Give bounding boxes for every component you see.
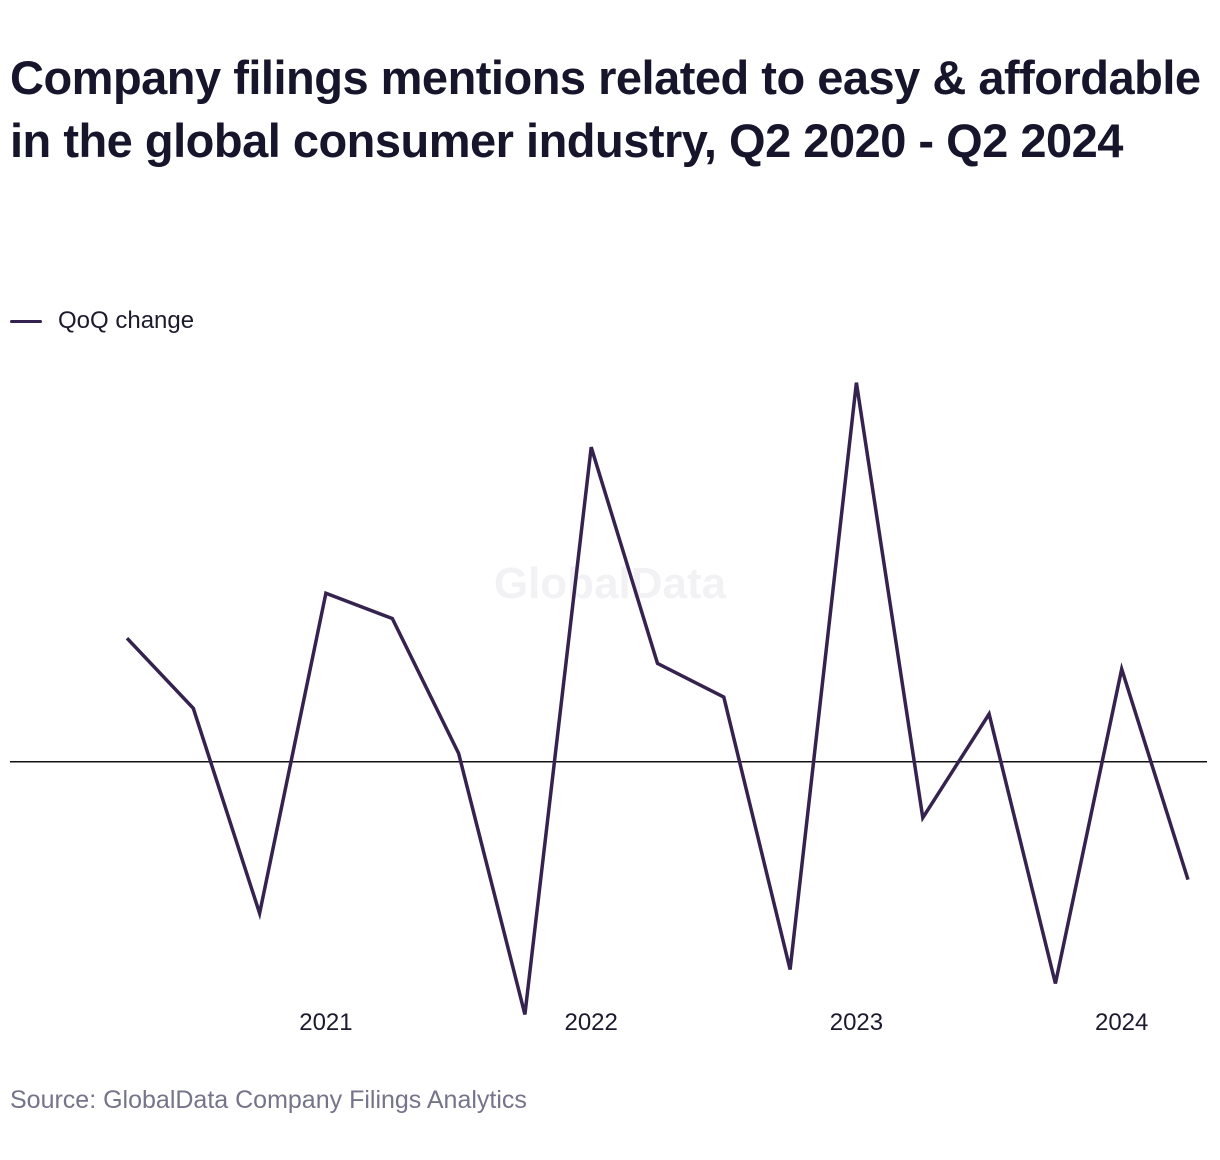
data-point xyxy=(523,1012,527,1016)
data-point xyxy=(457,751,461,755)
data-point xyxy=(656,661,660,665)
x-tick-label: 2022 xyxy=(564,1009,617,1036)
data-point xyxy=(921,816,925,820)
x-tick-label: 2023 xyxy=(830,1009,883,1036)
x-tick-label: 2024 xyxy=(1095,1009,1148,1036)
data-point xyxy=(788,967,792,971)
data-point xyxy=(390,617,394,621)
data-point xyxy=(1186,878,1190,882)
legend-label: QoQ change xyxy=(58,307,195,334)
data-point xyxy=(722,695,726,699)
x-tick-label: 2021 xyxy=(299,1009,352,1036)
data-point xyxy=(589,445,593,449)
legend-swatch xyxy=(10,319,42,323)
series-line-qoq-change xyxy=(125,382,1190,1015)
line-chart: GlobalData 2021 2022 2023 2024 xyxy=(10,381,1207,1036)
legend: QoQ change xyxy=(10,306,194,336)
data-point xyxy=(987,712,991,716)
data-point xyxy=(854,381,858,385)
data-point xyxy=(258,911,262,915)
chart-title: Company filings mentions related to easy… xyxy=(10,51,1201,167)
data-point xyxy=(324,591,328,595)
data-point xyxy=(1053,982,1057,986)
source-note: Source: GlobalData Company Filings Analy… xyxy=(10,1086,527,1114)
watermark: GlobalData xyxy=(494,559,727,608)
data-point xyxy=(1120,667,1124,671)
data-point xyxy=(191,706,195,710)
data-point xyxy=(125,636,129,640)
